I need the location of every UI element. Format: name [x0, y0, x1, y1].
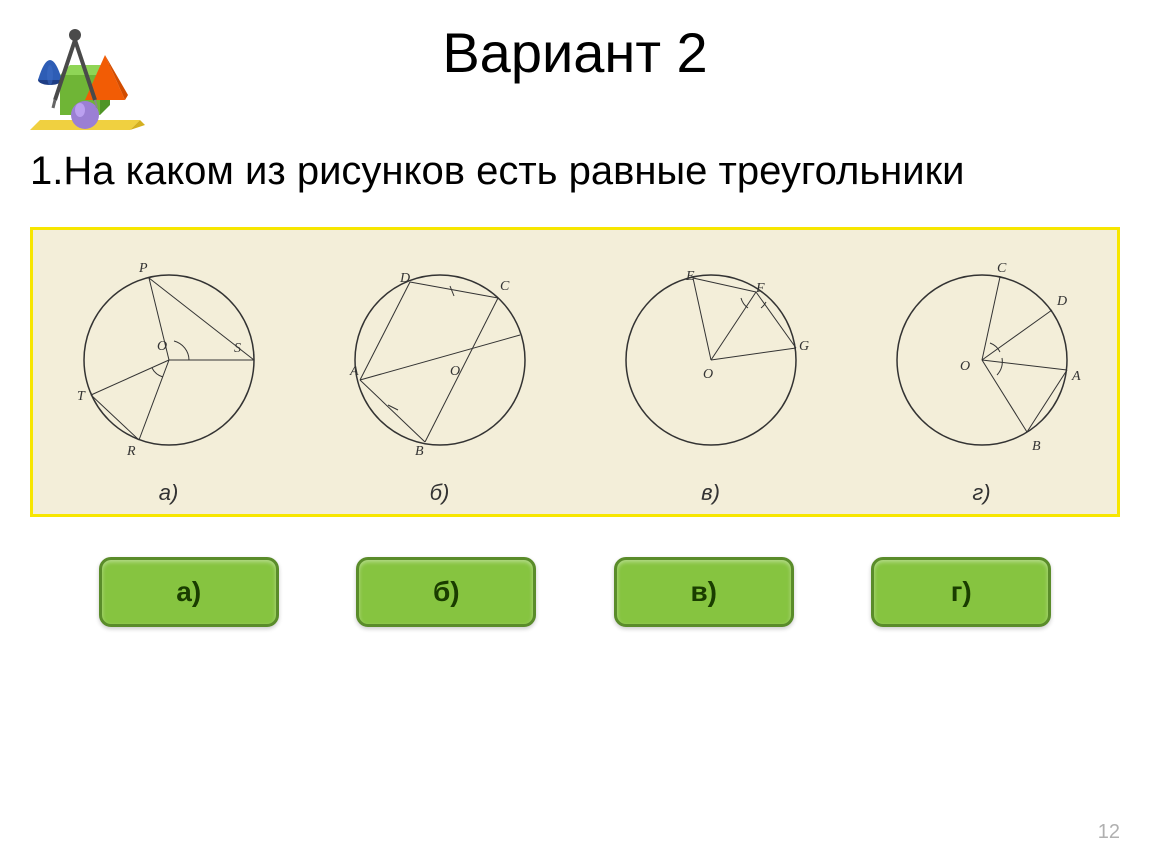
- answer-button-v[interactable]: в): [614, 557, 794, 627]
- svg-text:C: C: [997, 261, 1007, 276]
- diagram-v: O E F G в): [581, 230, 841, 514]
- diagram-label-a: а): [159, 480, 179, 506]
- geometry-clipart: [30, 20, 150, 140]
- answer-label-b: б): [433, 576, 460, 608]
- page-title: Вариант 2: [0, 0, 1150, 85]
- answer-button-g[interactable]: г): [871, 557, 1051, 627]
- diagram-label-b: б): [430, 480, 450, 506]
- diagram-label-g: г): [972, 480, 990, 506]
- svg-text:G: G: [799, 339, 809, 354]
- answer-button-a[interactable]: а): [99, 557, 279, 627]
- svg-text:O: O: [960, 359, 970, 374]
- page-number: 12: [1098, 821, 1120, 844]
- answer-label-a: а): [176, 576, 201, 608]
- svg-text:C: C: [500, 279, 510, 294]
- answer-row: а) б) в) г): [60, 557, 1090, 627]
- svg-text:F: F: [755, 281, 765, 296]
- svg-text:T: T: [77, 389, 86, 404]
- svg-text:R: R: [126, 444, 136, 459]
- svg-text:O: O: [703, 367, 713, 382]
- diagram-a: O P S T R а): [39, 230, 299, 514]
- answer-button-b[interactable]: б): [356, 557, 536, 627]
- diagram-g: O C D A B г): [852, 230, 1112, 514]
- svg-text:B: B: [1032, 439, 1041, 454]
- answer-label-g: г): [951, 576, 972, 608]
- diagrams-container: O P S T R а) O D: [30, 227, 1120, 517]
- answer-label-v: в): [690, 576, 717, 608]
- svg-text:D: D: [1056, 294, 1067, 309]
- svg-text:A: A: [1071, 369, 1081, 384]
- diagram-b: O D C A B б): [310, 230, 570, 514]
- svg-text:D: D: [399, 271, 410, 286]
- svg-text:B: B: [415, 444, 424, 459]
- diagram-label-v: в): [701, 480, 720, 506]
- svg-text:A: A: [349, 364, 359, 379]
- svg-text:P: P: [138, 261, 148, 276]
- question-text: 1.На каком из рисунков есть равные треуг…: [30, 145, 1120, 197]
